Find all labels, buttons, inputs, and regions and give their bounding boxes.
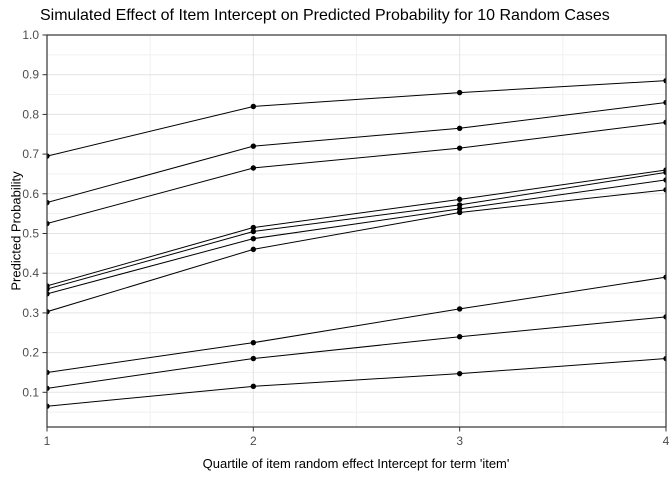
x-tick-label: 2 bbox=[250, 434, 257, 448]
data-point bbox=[663, 99, 666, 106]
data-point bbox=[663, 177, 666, 183]
data-point bbox=[250, 224, 257, 231]
series-line bbox=[47, 189, 666, 313]
y-tick-label: 0.1 bbox=[22, 385, 39, 399]
data-point bbox=[47, 153, 50, 159]
data-point bbox=[663, 314, 666, 320]
data-point bbox=[663, 355, 666, 362]
data-point bbox=[456, 202, 463, 208]
y-tick-label: 0.6 bbox=[22, 187, 39, 201]
data-point bbox=[250, 165, 257, 171]
data-point bbox=[47, 220, 50, 227]
data-point bbox=[456, 370, 463, 377]
data-point bbox=[663, 77, 666, 84]
y-tick-label: 0.7 bbox=[22, 147, 39, 161]
series-line bbox=[47, 358, 666, 407]
x-tick-label: 1 bbox=[44, 434, 51, 448]
data-point bbox=[250, 383, 257, 390]
data-point bbox=[250, 246, 257, 253]
data-point bbox=[47, 385, 50, 392]
data-point bbox=[47, 286, 50, 292]
series-line bbox=[47, 276, 666, 373]
chart-title: Simulated Effect of Item Intercept on Pr… bbox=[40, 7, 610, 24]
y-tick-label: 0.3 bbox=[22, 306, 39, 320]
y-tick-label: 0.9 bbox=[22, 68, 39, 82]
data-point bbox=[456, 196, 463, 203]
data-point bbox=[456, 209, 463, 216]
x-tick-label: 4 bbox=[663, 434, 670, 448]
data-point bbox=[250, 103, 257, 110]
series-line bbox=[47, 179, 666, 295]
x-tick-label: 3 bbox=[456, 434, 463, 448]
data-point bbox=[47, 199, 50, 206]
data-point bbox=[250, 228, 257, 235]
data-point bbox=[47, 403, 50, 409]
data-point bbox=[456, 125, 463, 131]
data-point bbox=[250, 235, 257, 242]
series-group bbox=[47, 77, 666, 409]
y-tick-label: 0.4 bbox=[22, 266, 39, 280]
data-point bbox=[47, 369, 50, 376]
x-axis-title: Quartile of item random effect Intercept… bbox=[202, 456, 510, 471]
data-point bbox=[456, 145, 463, 151]
series-line bbox=[47, 169, 666, 287]
data-point bbox=[663, 169, 666, 176]
data-point bbox=[663, 274, 666, 280]
data-point bbox=[47, 291, 50, 297]
series-line bbox=[47, 316, 666, 389]
series-line bbox=[47, 80, 666, 157]
y-tick-label: 0.5 bbox=[22, 227, 39, 241]
data-point bbox=[456, 334, 463, 340]
data-point bbox=[250, 339, 257, 346]
data-point bbox=[250, 355, 257, 362]
series-line bbox=[47, 121, 666, 225]
data-point bbox=[663, 119, 666, 126]
data-point bbox=[250, 143, 257, 149]
y-tick-label: 1.0 bbox=[22, 28, 39, 42]
series-line bbox=[47, 171, 666, 290]
y-axis-title: Predicted Probability bbox=[8, 171, 24, 291]
data-point bbox=[47, 309, 50, 315]
series-line bbox=[47, 101, 666, 204]
data-point bbox=[663, 187, 666, 193]
y-tick-label: 0.8 bbox=[22, 107, 39, 121]
y-tick-label: 0.2 bbox=[22, 346, 39, 360]
panel-border bbox=[46, 34, 667, 428]
data-point bbox=[456, 306, 463, 312]
data-point bbox=[456, 89, 463, 96]
